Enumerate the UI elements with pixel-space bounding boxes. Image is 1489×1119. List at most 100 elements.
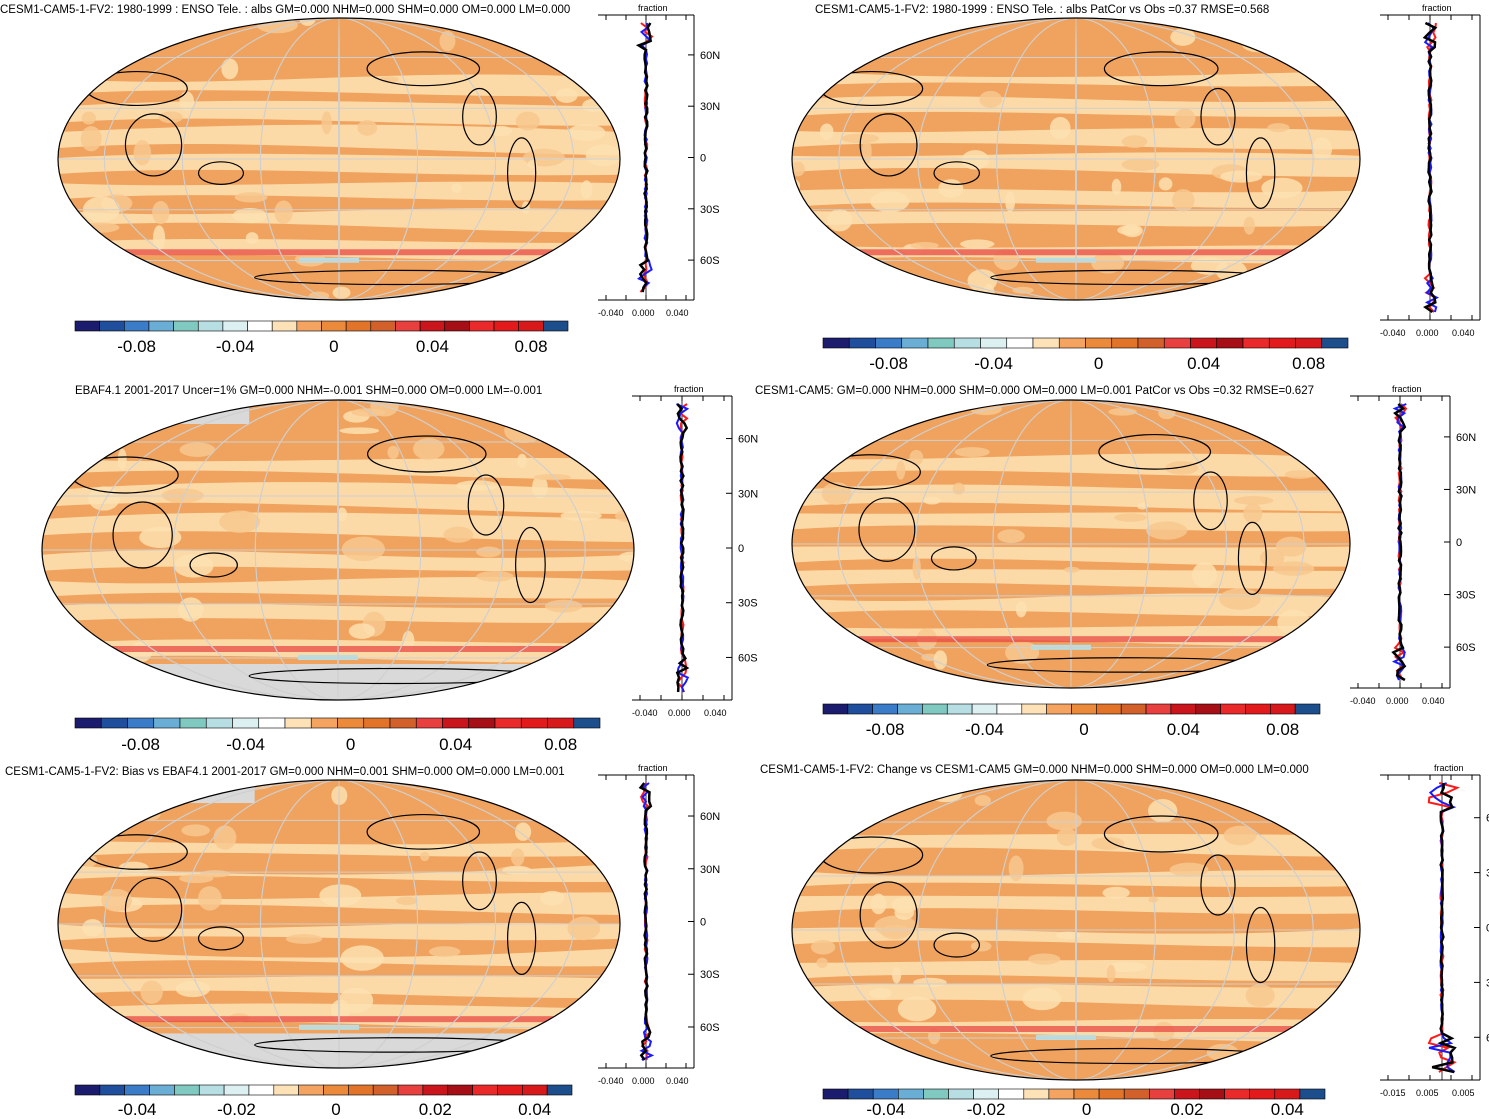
lat-label: 0 [700,917,706,929]
coastline [112,501,173,569]
lat-label: 30N [1486,868,1489,880]
colorbar-swatch [395,320,421,332]
colorbar-swatch [547,717,575,729]
colorbar-swatch [953,337,981,349]
lat-label: 30S [700,969,720,981]
field-patch [861,138,872,164]
colorbar-swatch [1145,703,1172,715]
map-field [792,780,1360,1080]
panel-p3: EBAF4.1 2001-2017 Uncer=1% GM=0.000 NHM=… [41,384,758,754]
colorbar-swatch [822,1088,849,1100]
panel-title: CESM1-CAM5-1-FV2: 1980-1999 : ENSO Tele.… [815,4,1269,16]
colorbar-swatch [174,1084,200,1096]
field-patch [1136,502,1148,510]
zonal-profile: fraction 60N 30N 0 30S 60S -0.040 0.000 0.040 [1350,384,1476,706]
field-patch [428,946,461,958]
colorbar-swatch [848,337,876,349]
colorbar-swatch [1006,337,1034,349]
colorbar-swatch [99,320,125,332]
field-patch [86,1057,119,1068]
colorbar-label: 0 [1094,354,1103,373]
field-patch [1245,984,1275,1007]
field-patch [567,124,606,141]
colorbar-swatch [370,320,396,332]
lat-label: 60N [700,811,720,823]
colorbar-swatch [1299,1088,1326,1100]
panel-title: CESM1-CAM5: GM=0.000 NHM=0.000 SHM=0.000… [755,385,1314,397]
fraction-label: fraction [638,3,668,13]
diff-line [1422,21,1438,314]
colorbar-swatch [543,320,569,332]
lat-label: 30N [700,864,720,876]
coastline [859,881,918,949]
field-patch [578,816,603,835]
field-patch [544,599,583,613]
field-patch [274,200,293,225]
field-patch [110,1034,149,1057]
colorbar-swatch [149,1084,175,1096]
colorbar-label: 0 [331,1100,340,1119]
field-patch [173,553,214,578]
colorbar-swatch [897,1088,924,1100]
graticule-line [917,18,1235,300]
profile-x-label: 0.040 [704,708,727,718]
colorbar-swatch [472,1084,498,1096]
field-patch [1331,1052,1360,1070]
field-patch [1308,400,1345,412]
map-border [57,17,621,301]
fraction-label: fraction [1422,3,1452,13]
field-patch [1091,837,1125,850]
colorbar-swatch [998,1088,1025,1100]
profile-x-label: 0.040 [1452,328,1475,338]
field-patch [439,30,456,52]
colorbar-swatch [248,1084,275,1096]
colorbar-swatch [521,1084,548,1096]
colorbar-swatch [296,320,322,332]
coastline [197,926,245,951]
field-patch [1267,123,1290,133]
field-patch [1310,405,1341,429]
graticule-line [915,400,1227,688]
coastline [197,161,245,185]
graticule-line [1075,18,1077,300]
graticule-line [917,780,1235,1080]
colorbar-swatch [179,717,207,729]
lat-label: 30S [1486,977,1489,989]
field-patch [555,88,578,103]
colorbar-swatch [197,320,224,332]
colorbar-swatch [247,320,273,332]
field-patch [979,90,1003,108]
field-patch [1174,108,1196,129]
diff-line [635,22,652,293]
field-patch [1106,964,1116,983]
lat-label: 60S [1456,642,1476,654]
field-patch [1121,135,1148,148]
lat-label: 30S [738,598,758,610]
panel-p4: CESM1-CAM5: GM=0.000 NHM=0.000 SHM=0.000… [755,384,1476,739]
field-patch [540,890,565,906]
field-patch [580,180,593,199]
zonal-profile: fraction 60N 30N 0 30S 60S -0.040 0.000 0.040 [598,3,720,318]
coastline [1098,433,1212,470]
colorbar-swatch [258,717,286,729]
graticule-line [838,780,1314,1080]
field-patch [81,854,98,867]
field-patch [1008,855,1024,882]
profile-x-label: -0.040 [1380,328,1406,338]
profile-x-label: 0.005 [1416,1088,1439,1098]
coastline [1245,137,1276,209]
field-patch [1172,189,1195,212]
colorbar-swatch [74,717,102,729]
colorbar-swatch [1170,703,1197,715]
colorbar-swatch [497,1084,523,1096]
field-patch [1091,252,1125,274]
field-patch [81,111,96,125]
field-patch [221,58,239,80]
colorbar: -0.08 -0.04 0 0.04 0.08 [74,320,569,356]
lat-label: 60N [738,434,758,446]
field-patch [152,200,170,225]
field-patch [321,111,332,135]
diff-line [1391,403,1407,682]
field-patch [1261,177,1303,199]
panel-title: CESM1-CAM5-1-FV2: Bias vs EBAF4.1 2001-2… [5,766,565,778]
